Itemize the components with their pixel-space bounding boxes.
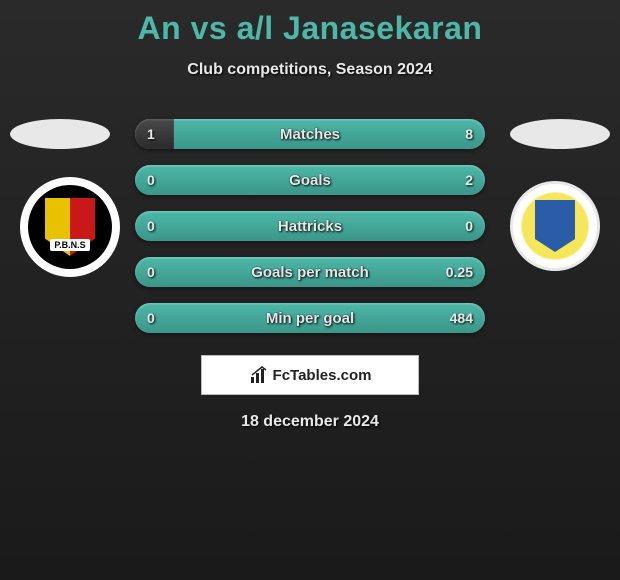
stat-right-value: 0 xyxy=(465,218,473,234)
date-text: 18 december 2024 xyxy=(0,413,620,431)
stat-row-goals: 0 Goals 2 xyxy=(135,165,485,195)
left-flag xyxy=(10,119,110,149)
chart-icon xyxy=(249,365,269,385)
stat-label: Matches xyxy=(280,126,340,143)
left-badge-label: P.B.N.S xyxy=(50,239,89,251)
stat-left-value: 0 xyxy=(147,264,155,280)
stat-label: Hattricks xyxy=(278,218,342,235)
stat-row-min-per-goal: 0 Min per goal 484 xyxy=(135,303,485,333)
left-team-badge: P.B.N.S xyxy=(20,177,120,277)
stat-bars: 1 Matches 8 0 Goals 2 0 Hattricks 0 0 Go… xyxy=(135,119,485,333)
stat-row-goals-per-match: 0 Goals per match 0.25 xyxy=(135,257,485,287)
stat-left-value: 0 xyxy=(147,218,155,234)
stat-label: Goals per match xyxy=(251,264,369,281)
stat-right-value: 0.25 xyxy=(446,264,473,280)
stat-label: Goals xyxy=(289,172,331,189)
brand-text: FcTables.com xyxy=(273,367,372,384)
comparison-panel: P.B.N.S 1 Matches 8 0 Goals 2 0 Hattrick… xyxy=(0,119,620,431)
stat-right-value: 484 xyxy=(450,310,473,326)
right-flag xyxy=(510,119,610,149)
shield-icon xyxy=(535,200,575,252)
stat-right-value: 8 xyxy=(465,126,473,142)
page-title: An vs a/l Janasekaran xyxy=(0,0,620,47)
stat-left-value: 0 xyxy=(147,172,155,188)
stat-row-matches: 1 Matches 8 xyxy=(135,119,485,149)
subtitle: Club competitions, Season 2024 xyxy=(0,61,620,79)
right-team-badge xyxy=(510,181,600,271)
stat-left-value: 1 xyxy=(147,126,155,142)
stat-label: Min per goal xyxy=(266,310,354,327)
stat-left-value: 0 xyxy=(147,310,155,326)
stat-right-value: 2 xyxy=(465,172,473,188)
stat-row-hattricks: 0 Hattricks 0 xyxy=(135,211,485,241)
brand-box[interactable]: FcTables.com xyxy=(201,355,419,395)
